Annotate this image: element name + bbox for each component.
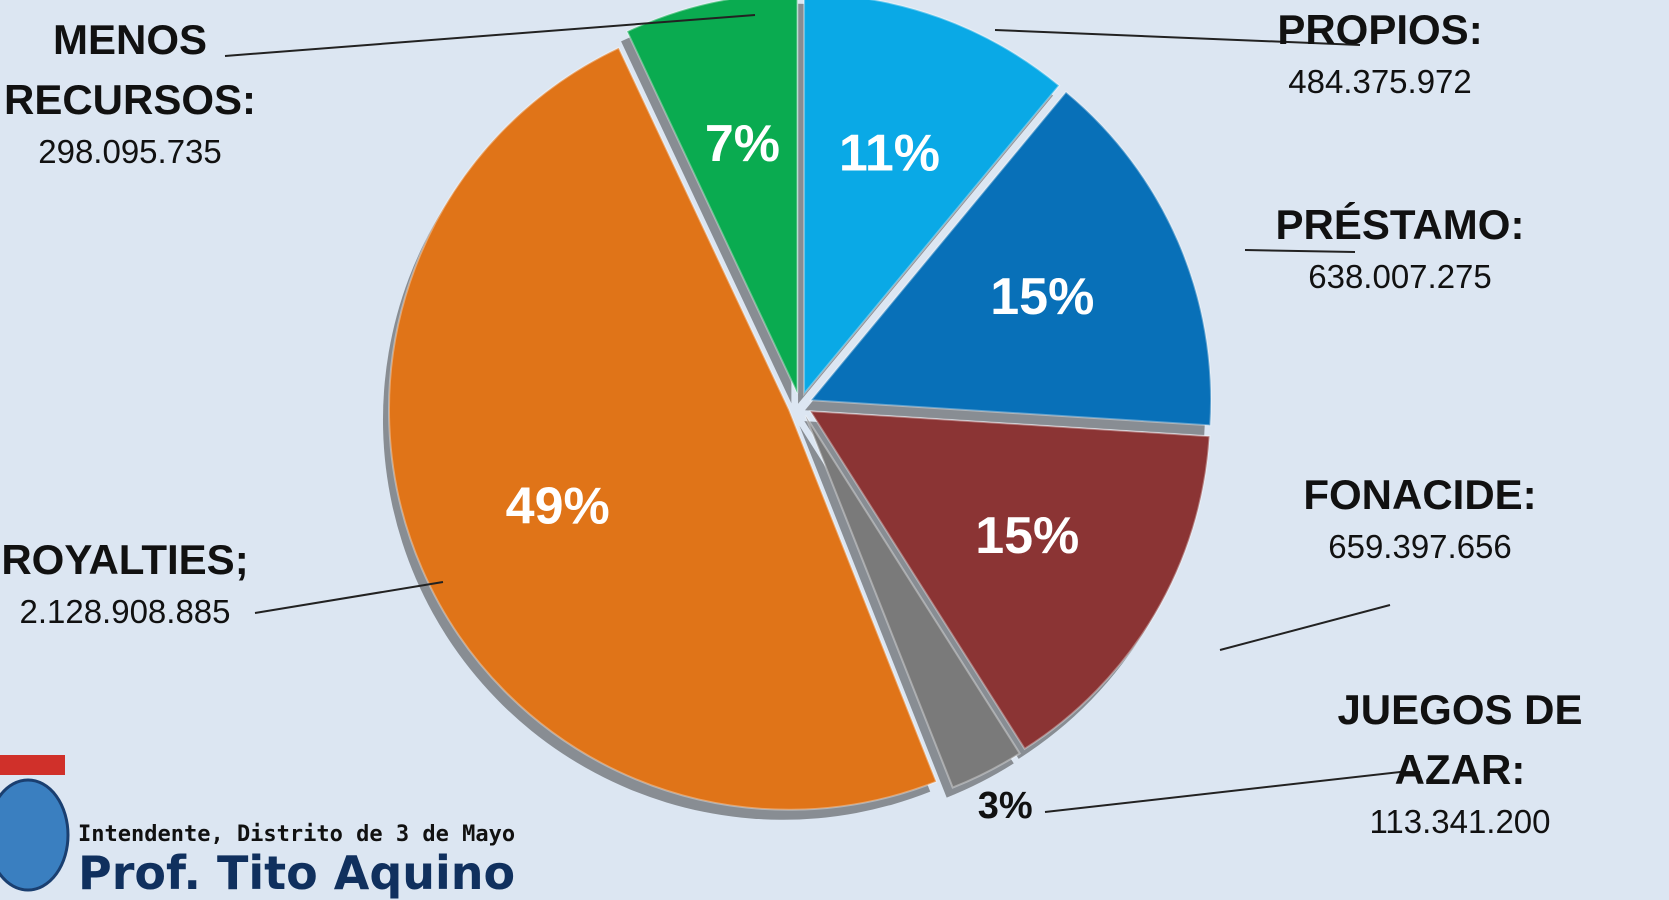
slice-label: FONACIDE: 659.397.656 <box>1290 465 1550 569</box>
amount-label: 113.341.200 <box>1369 803 1551 840</box>
percent-label: 3% <box>978 785 1033 827</box>
amount-label: 2.128.908.885 <box>19 593 231 630</box>
category-label: PROPIOS: <box>1277 6 1483 53</box>
slice <box>808 90 1212 427</box>
category-label: JUEGOS DE AZAR: <box>1337 686 1583 793</box>
leader-line <box>224 14 756 57</box>
amount-label: 659.397.656 <box>1328 528 1512 565</box>
category-label: ROYALTIES; <box>1 536 249 583</box>
slice <box>803 0 1061 397</box>
leader-line <box>254 581 444 614</box>
amount-label: 484.375.972 <box>1288 63 1472 100</box>
pie <box>382 0 1212 820</box>
slice-label: MENOS RECURSOS: 298.095.735 <box>0 10 260 174</box>
leader-line <box>994 29 1361 46</box>
percent-label: 7% <box>705 115 780 173</box>
slice <box>804 415 1022 789</box>
footer-subtitle: Intendente, Distrito de 3 de Mayo <box>78 822 516 847</box>
leader-line <box>1244 249 1356 253</box>
footer-name: Prof. Tito Aquino <box>78 846 516 900</box>
amount-label: 298.095.735 <box>38 133 222 170</box>
percent-label: 11% <box>839 124 940 182</box>
slice <box>808 409 1211 751</box>
percent-label: 15% <box>975 507 1079 565</box>
amount-label: 638.007.275 <box>1308 258 1492 295</box>
slice-label: JUEGOS DE AZAR: 113.341.200 <box>1330 680 1590 844</box>
leader-line <box>1044 771 1420 813</box>
slice-label: PROPIOS: 484.375.972 <box>1260 0 1500 104</box>
category-label: PRÉSTAMO: <box>1275 201 1525 248</box>
percent-labels: 11% 15% 15% 3% 49% 7% <box>506 115 1095 827</box>
slice-label: PRÉSTAMO: 638.007.275 <box>1270 195 1530 299</box>
slice <box>388 46 938 811</box>
logo <box>0 755 70 892</box>
slice <box>625 0 799 394</box>
slice-label: ROYALTIES; 2.128.908.885 <box>0 530 250 634</box>
category-label: FONACIDE: <box>1303 471 1537 518</box>
category-label: MENOS RECURSOS: <box>3 16 257 123</box>
percent-label: 49% <box>506 478 610 536</box>
leader-line <box>1219 604 1391 651</box>
percent-label: 15% <box>990 268 1094 326</box>
leader-lines <box>224 14 1420 813</box>
